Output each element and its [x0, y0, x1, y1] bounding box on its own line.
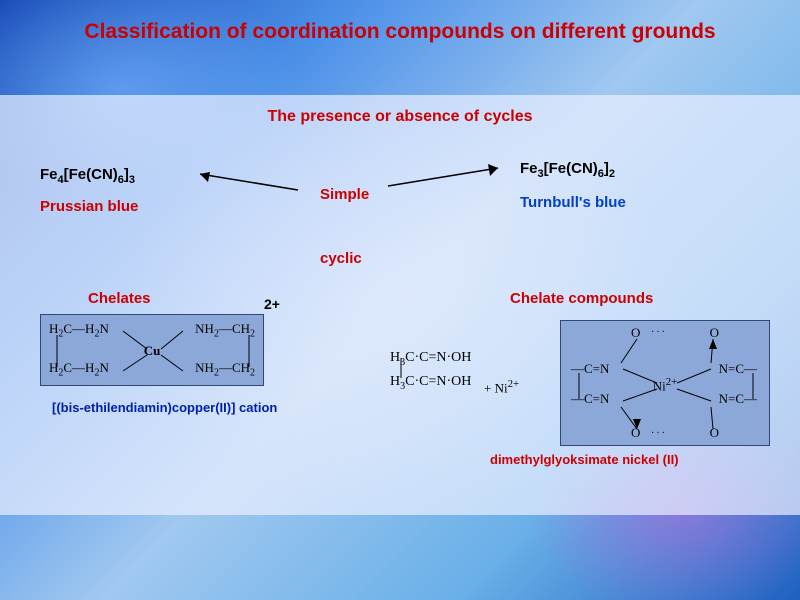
slide-subtitle: The presence or absence of cycles — [0, 108, 800, 126]
caption-nickel: dimethylglyoksimate nickel (II) — [490, 452, 679, 467]
arrow-left — [188, 168, 308, 198]
formula-fe4: Fe4[Fe(CN)6]3 — [40, 166, 135, 186]
diagram-nickel: O O O O —C=N —C=N N=C— N=C— Ni2+ ··· ··· — [560, 320, 770, 446]
label-cyclic: cyclic — [320, 250, 362, 267]
ni-bonds — [561, 321, 771, 447]
label-chelates: Chelates — [88, 290, 151, 307]
ni-plus: + Ni2+ — [484, 378, 519, 396]
arrow-right — [380, 162, 510, 192]
label-charge: 2+ — [264, 296, 280, 312]
label-simple: Simple — [320, 186, 369, 203]
slide-title: Classification of coordination compounds… — [60, 18, 740, 45]
formula-fe3: Fe3[Fe(CN)6]2 — [520, 160, 615, 180]
label-prussian: Prussian blue — [40, 198, 138, 215]
label-chelate-compounds: Chelate compounds — [510, 290, 653, 307]
diagram-copper: H2C—H2N NH2—CH2 H2C—H2N NH2—CH2 Cu — [40, 314, 264, 386]
ni-reagent-bond — [396, 356, 406, 380]
cu-bonds — [41, 315, 265, 387]
label-turnbull: Turnbull's blue — [520, 194, 626, 211]
caption-copper: [(bis-ethilendiamin)copper(II)] cation — [52, 400, 277, 415]
